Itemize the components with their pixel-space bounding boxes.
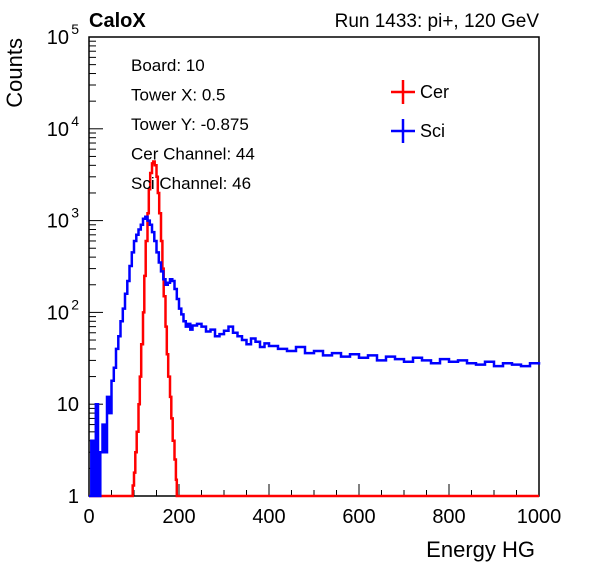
series-line-cer bbox=[89, 160, 539, 498]
y-tick-label: 10 bbox=[47, 119, 69, 141]
series-line-sci bbox=[89, 215, 541, 498]
x-axis-title: Energy HG bbox=[426, 537, 535, 562]
y-tick-label: 1 bbox=[68, 486, 79, 508]
info-tower-x: Tower X: 0.5 bbox=[131, 86, 226, 105]
y-tick-label: 10 bbox=[57, 394, 79, 416]
x-axis: 0 200 400 600 800 1000 bbox=[83, 484, 561, 528]
x-tick-label: 800 bbox=[432, 506, 465, 528]
info-cer-channel: Cer Channel: 44 bbox=[131, 145, 255, 164]
y-tick-exponent: 4 bbox=[71, 113, 79, 129]
y-tick-label: 10 bbox=[47, 302, 69, 324]
legend-label-sci: Sci bbox=[420, 121, 445, 141]
x-tick-label: 1000 bbox=[517, 506, 562, 528]
x-tick-label: 400 bbox=[252, 506, 285, 528]
y-tick-exponent: 3 bbox=[71, 205, 79, 221]
run-info-label: Run 1433: pi+, 120 GeV bbox=[335, 11, 540, 32]
x-tick-label: 200 bbox=[162, 506, 195, 528]
experiment-label: CaloX bbox=[89, 10, 146, 32]
x-tick-label: 0 bbox=[83, 506, 94, 528]
info-tower-y: Tower Y: -0.875 bbox=[131, 115, 249, 134]
y-tick-label: 10 bbox=[47, 211, 69, 233]
y-axis-title: Counts bbox=[2, 38, 27, 108]
legend: Cer Sci bbox=[391, 80, 449, 143]
info-sci-channel: Sci Channel: 46 bbox=[131, 174, 251, 193]
info-board: Board: 10 bbox=[131, 56, 205, 75]
y-tick-label: 10 bbox=[47, 27, 69, 49]
x-tick-label: 600 bbox=[342, 506, 375, 528]
y-tick-exponent: 2 bbox=[71, 296, 79, 312]
legend-label-cer: Cer bbox=[420, 82, 449, 102]
y-tick-exponent: 5 bbox=[71, 21, 79, 37]
info-box: Board: 10 Tower X: 0.5 Tower Y: -0.875 Cer … bbox=[131, 56, 255, 193]
series-lines bbox=[89, 160, 541, 498]
plot-frame bbox=[88, 36, 540, 497]
